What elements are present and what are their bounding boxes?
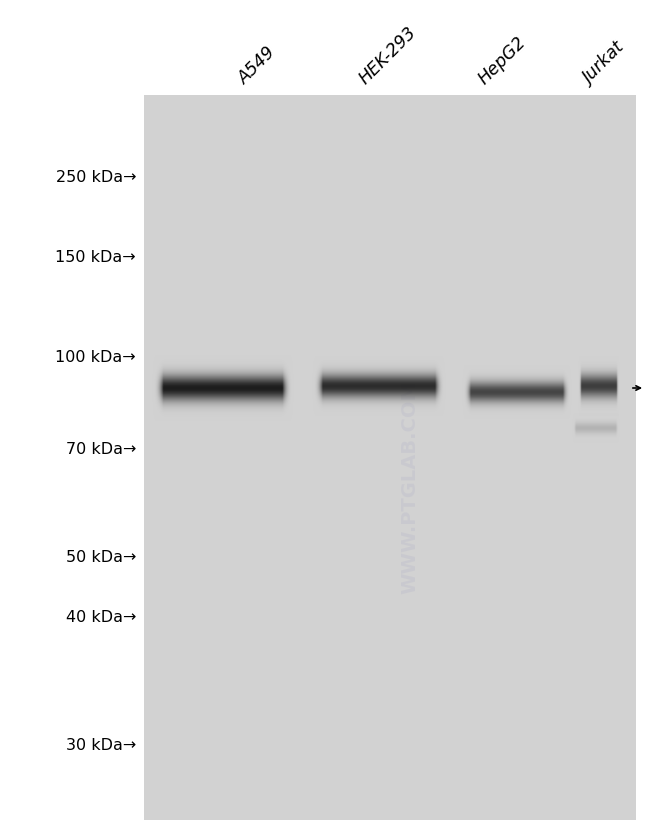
Text: 250 kDa→: 250 kDa→ [55, 170, 136, 185]
Text: 50 kDa→: 50 kDa→ [66, 550, 136, 565]
Text: 40 kDa→: 40 kDa→ [66, 611, 136, 626]
Text: 30 kDa→: 30 kDa→ [66, 738, 136, 753]
Text: HEK-293: HEK-293 [356, 23, 420, 88]
Text: 70 kDa→: 70 kDa→ [66, 442, 136, 457]
Text: 150 kDa→: 150 kDa→ [55, 251, 136, 265]
Text: 100 kDa→: 100 kDa→ [55, 351, 136, 366]
Bar [144, 95, 636, 820]
Text: A549: A549 [235, 44, 280, 88]
Text: Jurkat: Jurkat [580, 39, 629, 88]
Text: WWW.PTGLAB.COM: WWW.PTGLAB.COM [400, 381, 419, 595]
Text: HepG2: HepG2 [475, 34, 530, 88]
